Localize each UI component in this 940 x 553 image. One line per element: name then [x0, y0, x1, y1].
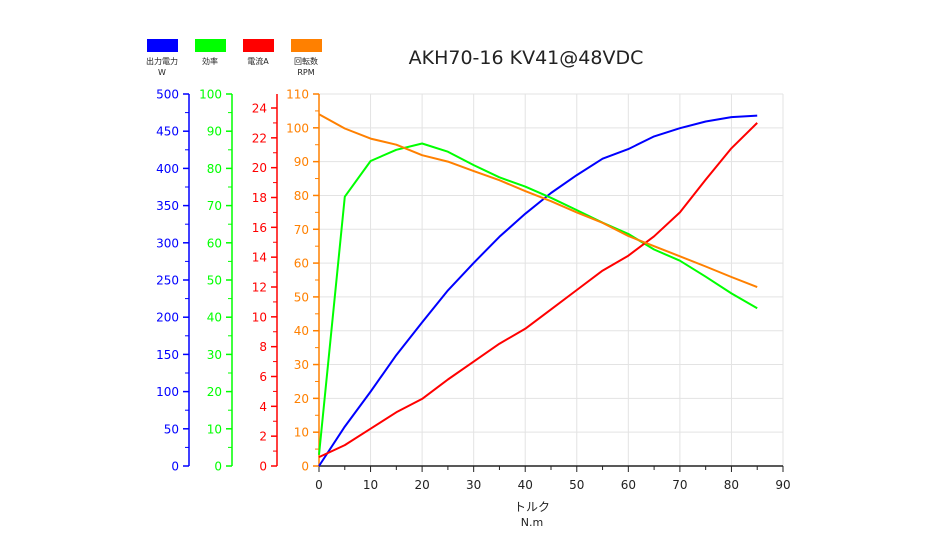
power-tick-label: 50: [164, 422, 179, 436]
power-tick-label: 350: [156, 199, 179, 213]
legend-unit-rpm: RPM: [297, 68, 314, 77]
eff-tick-label: 70: [207, 199, 222, 213]
power-tick-label: 0: [171, 460, 179, 474]
rpm-tick-label: 30: [294, 358, 309, 372]
eff-tick-label: 30: [207, 348, 222, 362]
legend-swatch-rpm: [291, 39, 322, 52]
eff-tick-label: 100: [199, 88, 222, 102]
power-tick-label: 450: [156, 125, 179, 139]
eff-tick-label: 0: [214, 460, 222, 474]
x-tick-label: 10: [363, 478, 378, 492]
rpm-tick-label: 20: [294, 392, 309, 406]
rpm-tick-label: 60: [294, 257, 309, 271]
series-lines: [318, 113, 758, 467]
rpm-tick-label: 90: [294, 155, 309, 169]
cur-tick-label: 12: [252, 281, 267, 295]
legend-unit-power: W: [158, 68, 166, 77]
legend-swatch-eff: [195, 39, 226, 52]
eff-tick-label: 10: [207, 422, 222, 436]
x-tick-label: 30: [466, 478, 481, 492]
rpm-tick-label: 0: [301, 460, 309, 474]
eff-tick-label: 80: [207, 162, 222, 176]
chart-title: AKH70-16 KV41@48VDC: [409, 47, 644, 69]
x-tick-label: 50: [569, 478, 584, 492]
power-tick-label: 300: [156, 236, 179, 250]
rpm-tick-label: 70: [294, 223, 309, 237]
x-axis-unit: N.m: [521, 516, 543, 529]
x-tick-label: 60: [621, 478, 636, 492]
power-tick-label: 100: [156, 385, 179, 399]
cur-tick-label: 18: [252, 191, 267, 205]
x-tick-label: 20: [414, 478, 429, 492]
legend-swatch-power: [147, 39, 178, 52]
rpm-tick-label: 100: [286, 121, 309, 135]
x-tick-label: 70: [672, 478, 687, 492]
eff-tick-label: 90: [207, 125, 222, 139]
power-tick-label: 250: [156, 274, 179, 288]
x-tick-label: 0: [315, 478, 323, 492]
cur-tick-label: 6: [259, 370, 267, 384]
axes: 0 10 20 30 40 50 60 70 80 90050100150200250300350…: [156, 88, 791, 493]
eff-tick-label: 50: [207, 274, 222, 288]
cur-tick-label: 24: [252, 102, 267, 116]
x-tick-label: 80: [724, 478, 739, 492]
rpm-tick-label: 10: [294, 426, 309, 440]
legend-label-cur: 電流A: [247, 56, 269, 66]
power-tick-label: 200: [156, 311, 179, 325]
x-axis-label: トルク: [514, 500, 550, 514]
eff-tick-label: 20: [207, 385, 222, 399]
series-line-eff: [318, 142, 758, 455]
rpm-tick-label: 80: [294, 189, 309, 203]
cur-tick-label: 14: [252, 251, 267, 265]
cur-tick-label: 4: [259, 400, 267, 414]
cur-tick-label: 16: [252, 221, 267, 235]
cur-tick-label: 2: [259, 430, 267, 444]
legend: 出力電力 W 効率 電流A 回転数 RPM: [146, 39, 322, 77]
series-line-cur: [318, 122, 758, 459]
power-tick-label: 150: [156, 348, 179, 362]
rpm-tick-label: 110: [286, 88, 309, 102]
rpm-tick-label: 40: [294, 324, 309, 338]
power-tick-label: 500: [156, 88, 179, 102]
eff-tick-label: 40: [207, 311, 222, 325]
cur-tick-label: 10: [252, 310, 267, 324]
power-tick-label: 400: [156, 162, 179, 176]
eff-tick-label: 60: [207, 236, 222, 250]
x-tick-label: 40: [518, 478, 533, 492]
series-line-rpm: [318, 113, 758, 289]
cur-tick-label: 8: [259, 340, 267, 354]
legend-label-power: 出力電力: [146, 56, 178, 66]
cur-tick-label: 0: [259, 460, 267, 474]
rpm-tick-label: 50: [294, 290, 309, 304]
legend-label-rpm: 回転数: [294, 56, 318, 66]
cur-tick-label: 22: [252, 131, 267, 145]
cur-tick-label: 20: [252, 161, 267, 175]
x-tick-label: 90: [775, 478, 790, 492]
grid: [319, 93, 784, 466]
legend-label-eff: 効率: [202, 56, 218, 66]
legend-swatch-cur: [243, 39, 274, 52]
series-line-power: [318, 114, 758, 467]
